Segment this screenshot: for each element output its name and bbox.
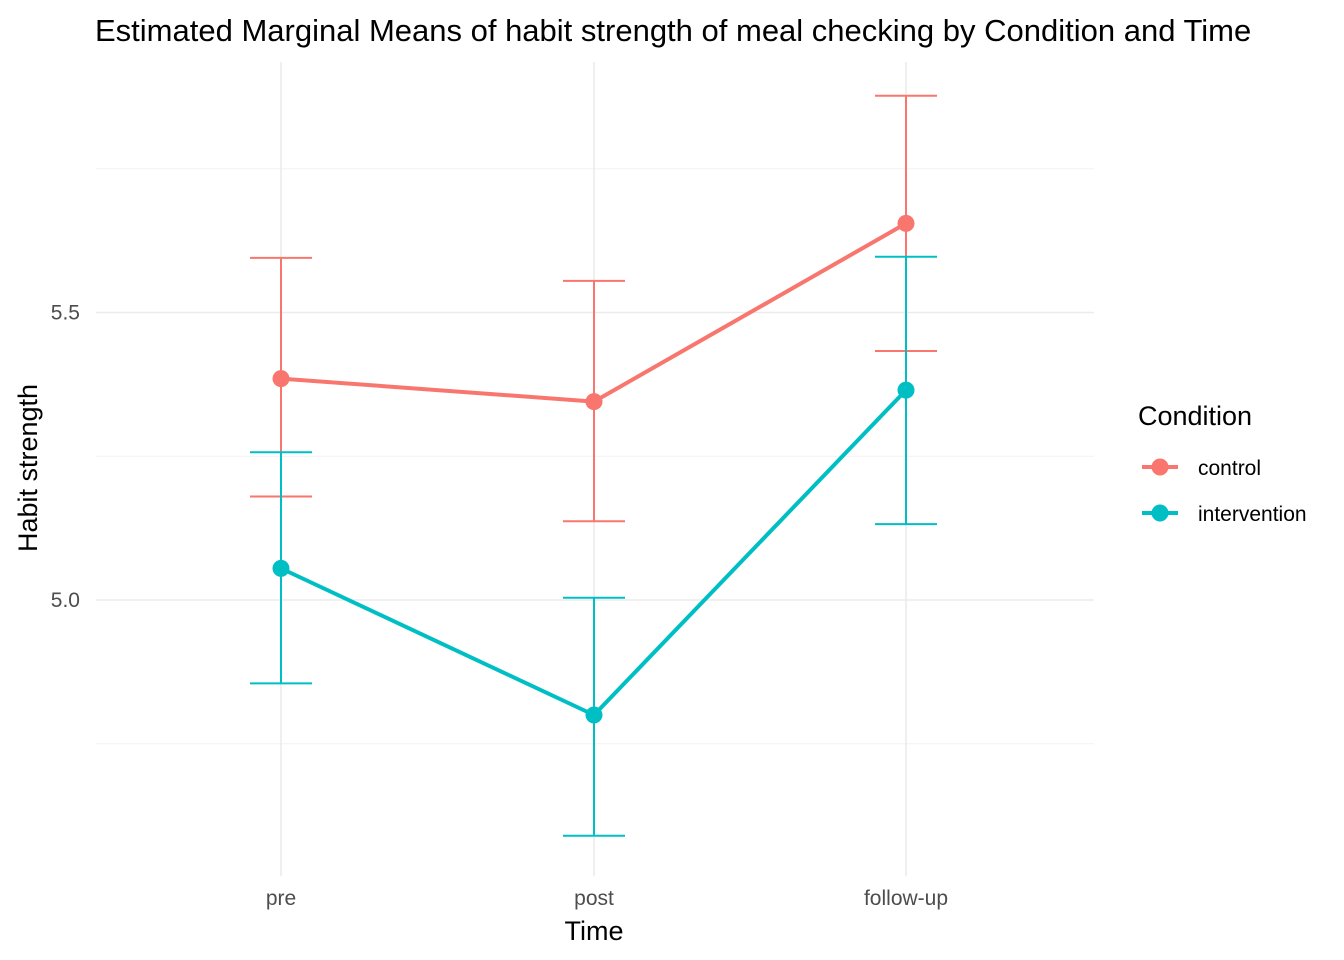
chart-title: Estimated Marginal Means of habit streng… (95, 13, 1251, 48)
data-point-control (897, 214, 915, 232)
legend-label-intervention: intervention (1198, 503, 1307, 526)
legend-key-point-intervention (1151, 504, 1169, 522)
data-point-intervention (272, 559, 290, 577)
data-point-intervention (585, 706, 603, 724)
legend: Condition control intervention (1138, 401, 1307, 526)
legend-label-control: control (1198, 457, 1261, 480)
x-axis-title: Time (565, 916, 624, 946)
data-point-intervention (897, 381, 915, 399)
data-point-control (272, 370, 290, 388)
x-tick-label: follow-up (864, 887, 948, 910)
data-point-control (585, 393, 603, 411)
tick-labels: 5.0 5.5 pre post follow-up (51, 302, 948, 911)
x-tick-label: post (574, 887, 614, 910)
data-points (272, 214, 915, 724)
y-axis-title: Habit strength (13, 384, 43, 552)
legend-key-point-control (1151, 458, 1169, 476)
y-tick-label: 5.5 (51, 302, 80, 325)
legend-title: Condition (1138, 401, 1252, 431)
x-tick-label: pre (266, 887, 296, 910)
y-tick-label: 5.0 (51, 589, 80, 612)
